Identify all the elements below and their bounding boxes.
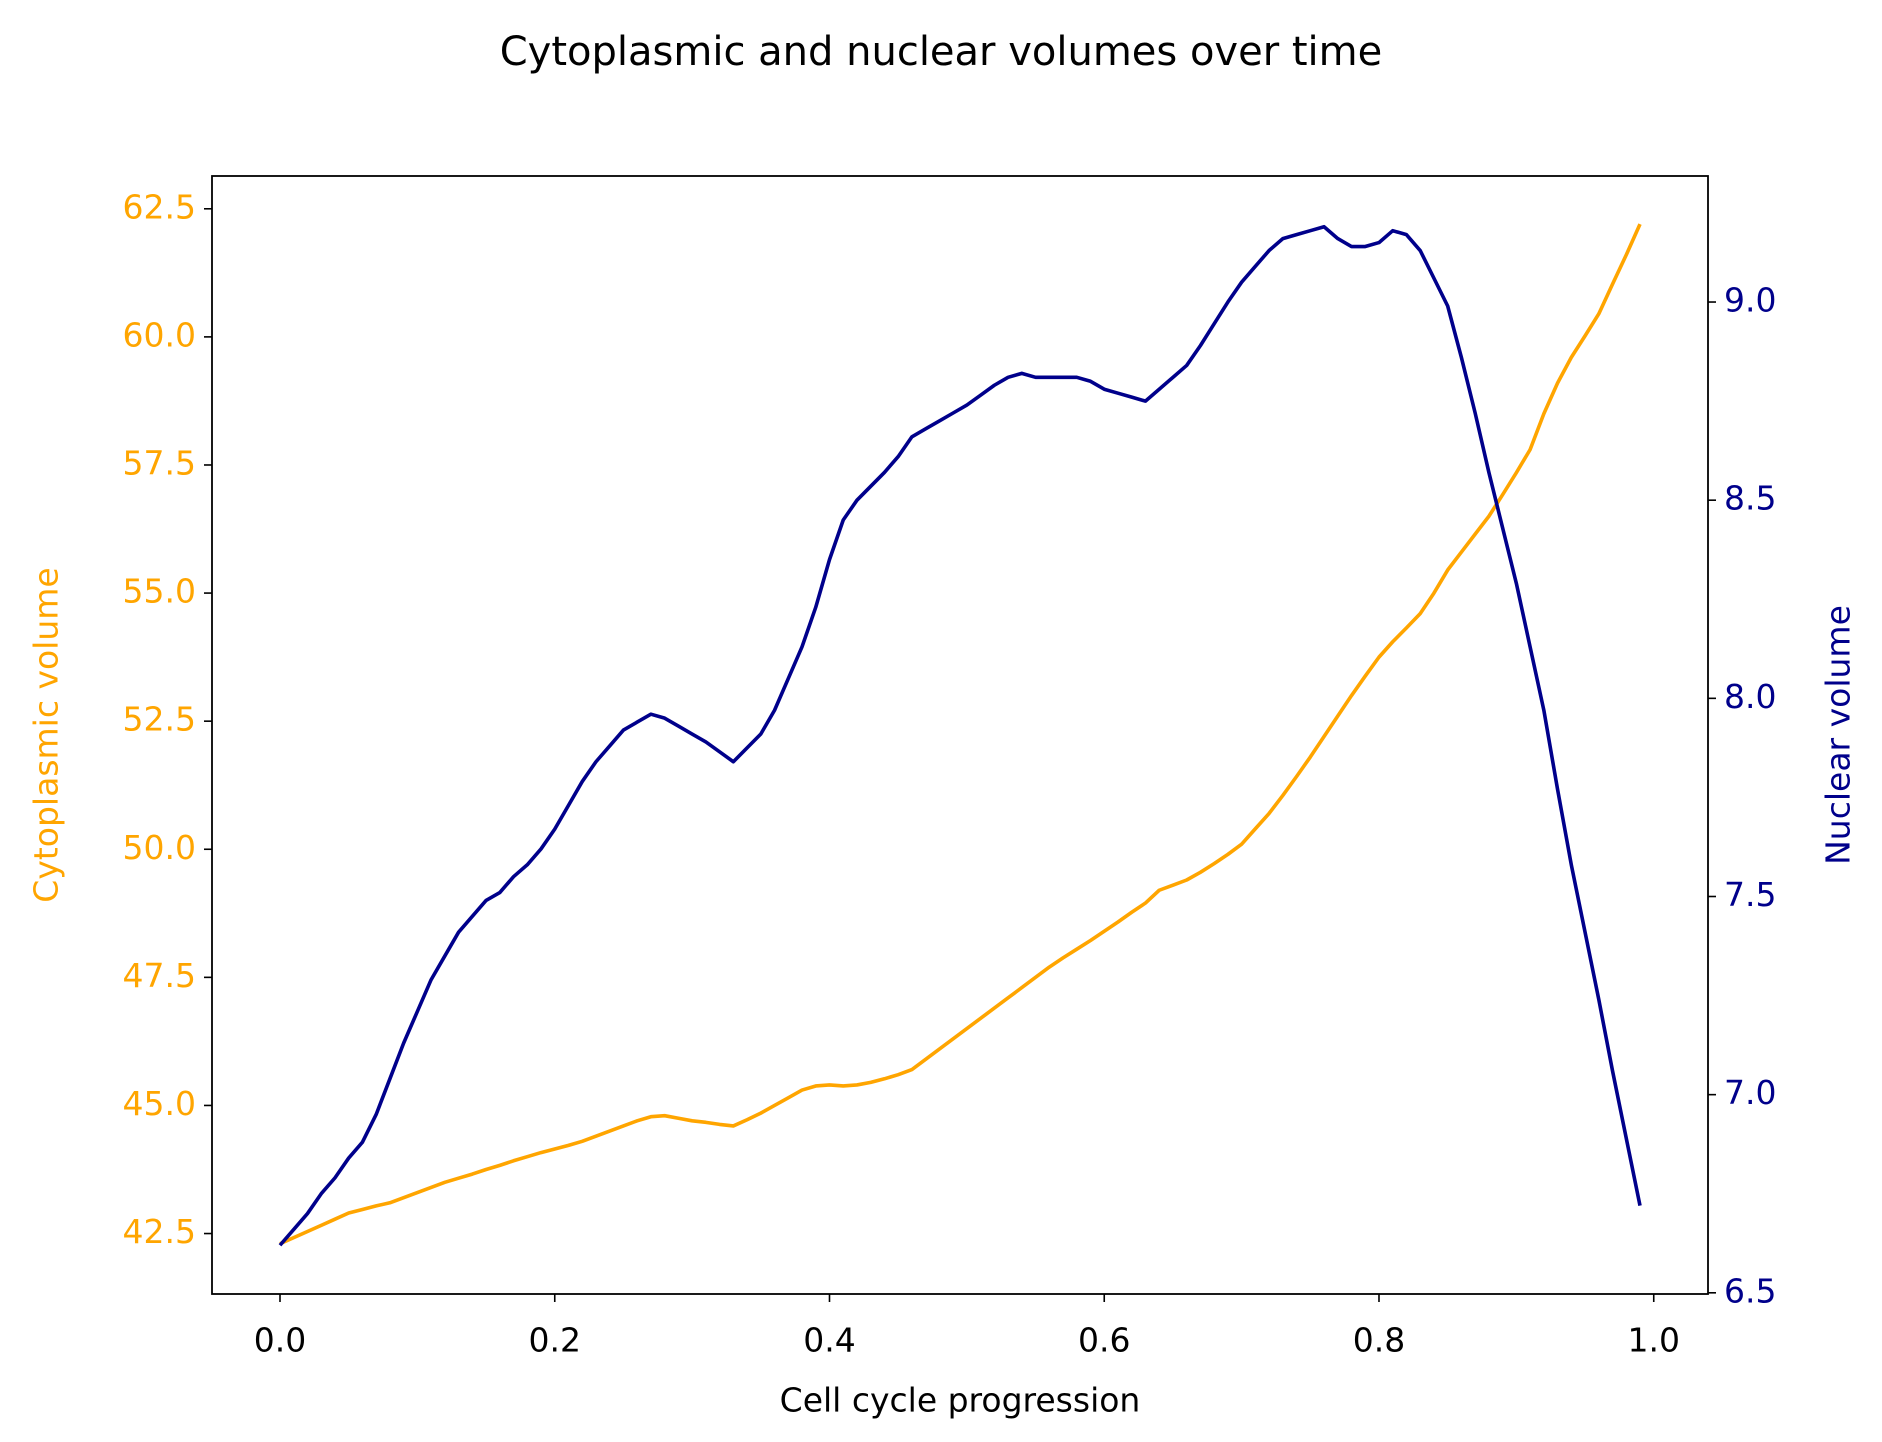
y-tick-label: 60.0	[123, 315, 196, 354]
series-line	[278, 224, 1642, 1247]
y2-tick-label: 8.0	[1724, 677, 1776, 716]
plot-frame	[211, 175, 1709, 1295]
x-tick-label: 0.6	[1078, 1321, 1130, 1360]
x-tick-label: 1.0	[1627, 1321, 1679, 1360]
y2-tick-label: 8.5	[1724, 479, 1776, 518]
x-tick-label: 0.4	[803, 1321, 855, 1360]
series-line	[279, 223, 1642, 1246]
y-tick-label: 52.5	[123, 700, 196, 739]
y2-axis-label: Nuclear volume	[1819, 605, 1858, 865]
chart-title: Cytoplasmic and nuclear volumes over tim…	[500, 29, 1382, 75]
y-axis-label: Cytoplasmic volume	[27, 567, 66, 902]
y-tick-label: 42.5	[123, 1212, 196, 1251]
y2-tick-label: 7.0	[1724, 1073, 1776, 1112]
y-tick-label: 47.5	[123, 956, 196, 995]
y-tick-label: 57.5	[123, 443, 196, 482]
y2-tick-label: 9.0	[1724, 281, 1776, 320]
y2-tick-label: 7.5	[1724, 875, 1776, 914]
y-tick-label: 45.0	[123, 1084, 196, 1123]
x-tick-label: 0.2	[529, 1321, 581, 1360]
y-tick-label: 50.0	[123, 828, 196, 867]
y2-tick-label: 6.5	[1724, 1271, 1776, 1310]
x-tick-label: 0.8	[1353, 1321, 1405, 1360]
x-tick-label: 0.0	[254, 1321, 306, 1360]
x-axis-label: Cell cycle progression	[780, 1381, 1141, 1420]
y-tick-label: 62.5	[123, 187, 196, 226]
y-tick-label: 55.0	[123, 572, 196, 611]
